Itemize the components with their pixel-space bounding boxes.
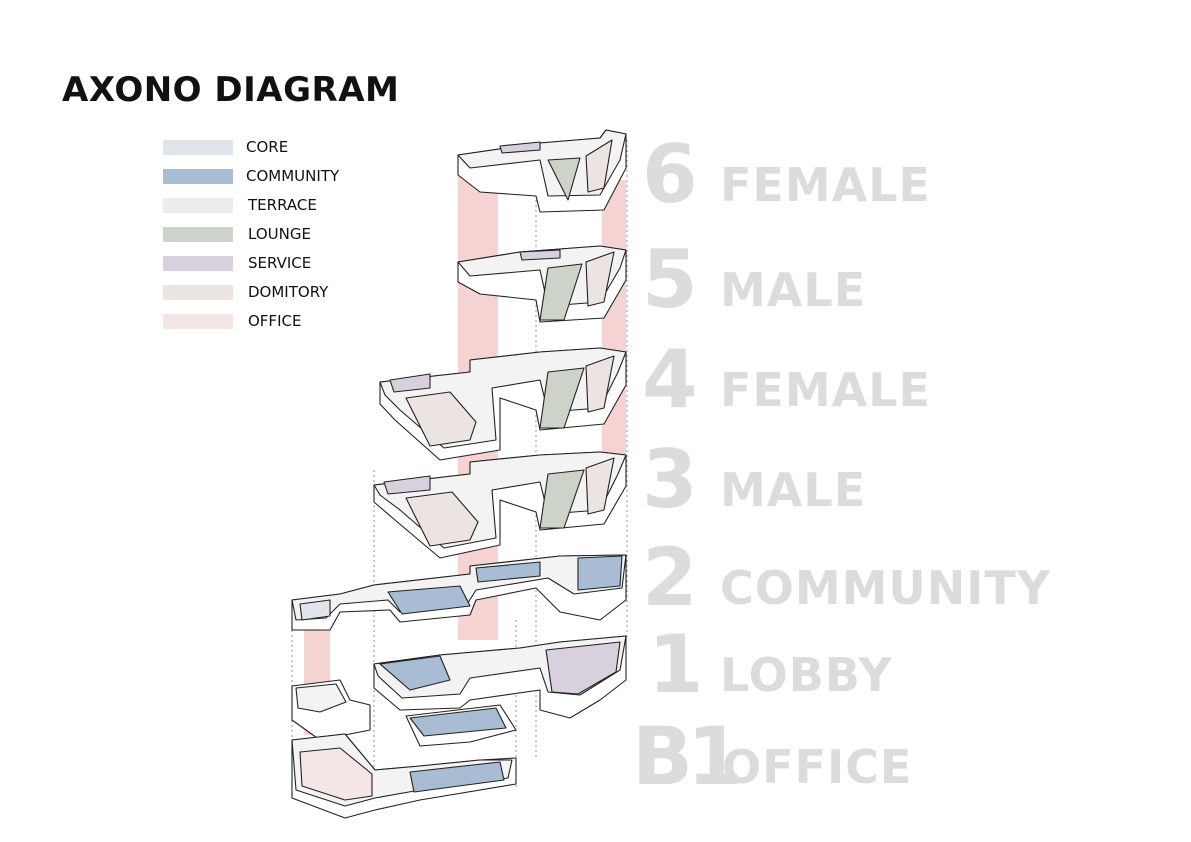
floor-plate-4 bbox=[379, 347, 627, 461]
floor-label-6: 6 FEMALE bbox=[0, 130, 1191, 220]
floor-label-3: 3 MALE bbox=[0, 435, 1191, 525]
floor-plate-6 bbox=[457, 129, 627, 213]
legend-label-lounge: LOUNGE bbox=[248, 225, 311, 243]
legend-swatch-office bbox=[163, 314, 233, 329]
floor-name-2: COMMUNITY bbox=[720, 561, 1052, 615]
floor-plate-5 bbox=[457, 245, 627, 323]
floor-name-5: MALE bbox=[720, 263, 867, 317]
legend-label-domitory: DOMITORY bbox=[248, 283, 329, 301]
floor-plate-3 bbox=[373, 451, 627, 559]
floor-plate-b1 bbox=[291, 733, 517, 819]
legend-swatch-lounge bbox=[163, 227, 233, 242]
floor-number-4: 4 bbox=[642, 333, 698, 426]
legend-label-office: OFFICE bbox=[248, 312, 302, 330]
legend-swatch-core bbox=[163, 140, 233, 155]
floor-plate-1 bbox=[291, 635, 627, 747]
page-title: AXONO DIAGRAM bbox=[62, 70, 400, 110]
legend-label-core: CORE bbox=[246, 138, 289, 156]
floor-number-6: 6 bbox=[642, 128, 698, 221]
floor-number-2: 2 bbox=[642, 531, 698, 624]
floor-label-b1: B1 OFFICE bbox=[0, 712, 1191, 802]
floor-label-2: 2 COMMUNITY bbox=[0, 533, 1191, 623]
floor-name-1: LOBBY bbox=[720, 648, 893, 702]
floor-number-1: 1 bbox=[648, 618, 704, 711]
legend-swatch-community bbox=[163, 169, 233, 184]
floor-name-b1: OFFICE bbox=[722, 740, 913, 794]
floor-number-b1: B1 bbox=[632, 710, 743, 803]
floor-plate-2 bbox=[291, 554, 627, 631]
floor-label-1: 1 LOBBY bbox=[0, 620, 1191, 710]
legend-swatch-terrace bbox=[163, 198, 233, 213]
legend-label-community: COMMUNITY bbox=[246, 167, 340, 185]
legend-label-service: SERVICE bbox=[248, 254, 312, 272]
floor-number-3: 3 bbox=[642, 433, 698, 526]
legend-swatch-service bbox=[163, 256, 233, 271]
floor-name-4: FEMALE bbox=[720, 363, 931, 417]
floor-number-5: 5 bbox=[642, 233, 698, 326]
floor-name-3: MALE bbox=[720, 463, 867, 517]
legend-swatch-domitory bbox=[163, 285, 233, 300]
legend-label-terrace: TERRACE bbox=[248, 196, 317, 214]
floor-label-5: 5 MALE bbox=[0, 235, 1191, 325]
floor-name-6: FEMALE bbox=[720, 158, 931, 212]
floor-label-4: 4 FEMALE bbox=[0, 335, 1191, 425]
